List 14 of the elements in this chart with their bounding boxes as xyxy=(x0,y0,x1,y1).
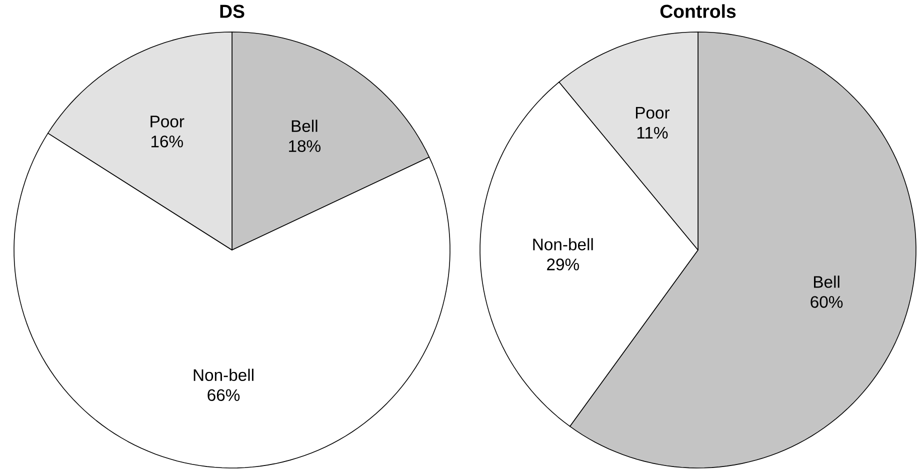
data-label: 29% xyxy=(547,258,579,270)
slice-label: Non-bell xyxy=(533,238,593,250)
slice-label: Non-bell xyxy=(194,368,254,382)
chart-title: DS xyxy=(220,4,244,18)
slice-label: Bell xyxy=(814,276,840,288)
data-label: 66% xyxy=(208,389,240,402)
slice-label: Bell xyxy=(292,120,318,132)
slice-label: Poor xyxy=(150,116,184,128)
chart-title: Controls xyxy=(660,4,736,18)
data-label: 18% xyxy=(289,140,321,152)
data-label: 16% xyxy=(151,136,183,148)
slice-label: Poor xyxy=(636,107,670,119)
data-label: 60% xyxy=(810,296,843,308)
data-label: 11% xyxy=(637,126,668,139)
